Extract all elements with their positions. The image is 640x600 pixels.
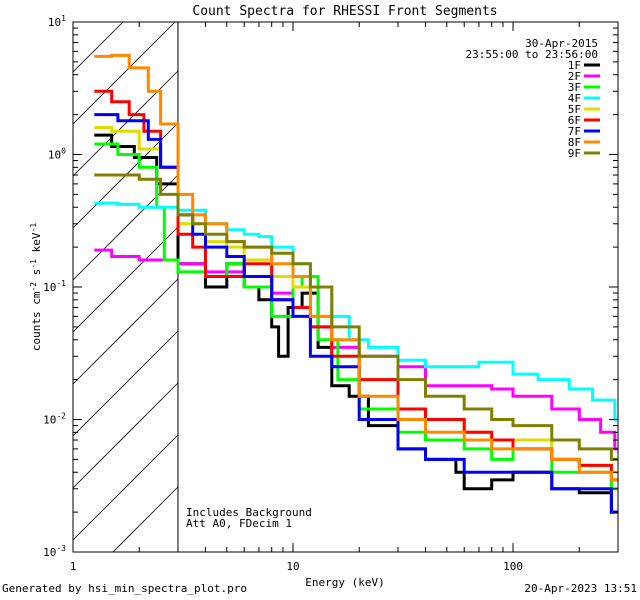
series-5f [94,126,618,474]
x-tick-label: 10 [286,560,299,573]
legend-label-4f: 4F [568,92,581,105]
y-axis-label: counts cm-2 s-1 keV-1 [29,223,43,351]
legend-label-3f: 3F [568,81,581,94]
y-tick-label: 10-1 [43,279,66,294]
footer-generated-by: Generated by hsi_min_spectra_plot.pro [2,582,248,595]
hatch-line [73,330,179,437]
hatch-line [73,0,178,20]
series-7f [94,113,618,514]
legend-label-8f: 8F [568,136,581,149]
hatch-line [73,22,124,73]
hatch-line [73,22,176,125]
series-1f [94,133,618,514]
legend-label-7f: 7F [568,125,581,138]
x-axis-label: Energy (keV) [305,576,384,589]
y-tick-label: 100 [48,147,66,162]
legend-label-5f: 5F [568,103,581,116]
series-9f [94,173,618,461]
legend-label-6f: 6F [568,114,581,127]
series-8f [94,53,618,482]
legend-label-9f: 9F [568,147,581,160]
chart-title: Count Spectra for RHESSI Front Segments [192,4,497,19]
y-tick-label: 10-2 [43,412,66,427]
y-tick-label: 10-3 [43,544,66,559]
y-tick-label: 101 [48,14,66,29]
axis-ticks [72,22,619,553]
time-range-label: 23:55:00 to 23:56:00 [466,48,598,61]
hatch-line [73,226,179,333]
legend-label-1f: 1F [568,59,581,72]
legend-label-2f: 2F [568,70,581,83]
series-layer [94,53,618,514]
series-2f [94,248,618,451]
shaded-region [73,0,179,552]
date-label: 30-Apr-2015 [525,37,598,50]
x-tick-labels: 1 10 100 [70,560,523,573]
x-tick-label: 1 [70,560,77,573]
hatch-line [73,434,179,541]
hatch-line [112,486,179,552]
hatch-line [73,174,179,281]
y-tick-labels: 101 100 10-1 10-2 10-3 [43,14,66,559]
series-6f [94,89,618,482]
annotation-background: Includes Background [186,506,312,519]
hatch-line [73,278,179,385]
footer-date: 20-Apr-2023 13:51 [524,582,637,595]
hatch-line [73,70,179,177]
x-tick-label: 100 [503,560,523,573]
series-4f [94,201,618,421]
annotation-attenuator: Att A0, FDecim 1 [186,517,292,530]
hatch-line [73,382,179,489]
